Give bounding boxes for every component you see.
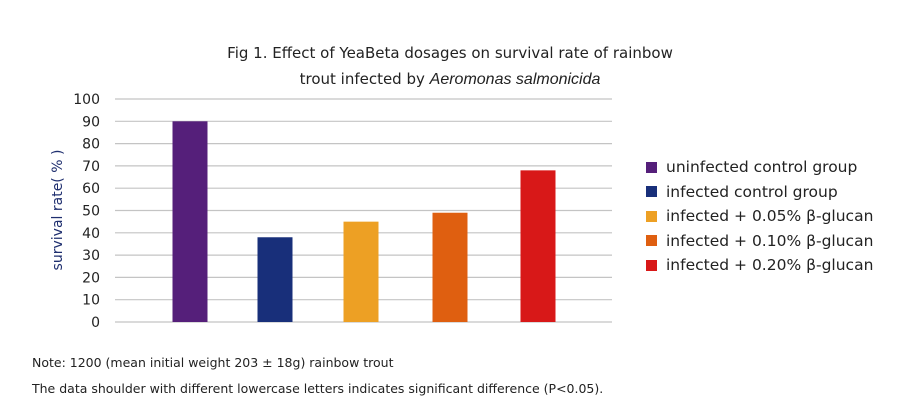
y-tick-label: 100 — [73, 92, 100, 108]
chart-title-line1: Fig 1. Effect of YeaBeta dosages on surv… — [227, 44, 673, 62]
legend-item: infected + 0.10% β-glucan — [646, 229, 873, 254]
legend-swatch — [646, 210, 657, 222]
y-tick-label: 90 — [82, 114, 100, 130]
y-tick-label: 40 — [82, 226, 100, 242]
y-tick-label: 20 — [82, 270, 100, 286]
legend-swatch — [646, 186, 657, 198]
legend-label: infected control group — [666, 182, 838, 201]
legend-label: infected + 0.20% β-glucan — [666, 256, 874, 275]
y-tick-label: 30 — [82, 248, 100, 264]
legend-swatch — [646, 259, 657, 271]
title-prefix: trout infected by — [299, 70, 430, 88]
legend: uninfected control group infected control… — [646, 155, 873, 278]
bar — [172, 121, 208, 322]
note-1: Note: 1200 (mean initial weight 203 ± 18… — [32, 355, 394, 370]
legend-item: uninfected control group — [646, 155, 873, 180]
y-tick-label: 80 — [82, 137, 100, 153]
y-tick-label: 70 — [82, 159, 100, 175]
chart-title-line2: trout infected by Aeromonas salmonicida — [0, 70, 900, 89]
y-tick-label: 0 — [91, 315, 100, 331]
legend-item: infected + 0.20% β-glucan — [646, 253, 873, 278]
legend-swatch — [646, 235, 657, 247]
bar — [343, 221, 379, 322]
legend-item: infected control group — [646, 180, 873, 205]
bar — [520, 170, 556, 322]
bar — [257, 237, 293, 322]
legend-label: infected + 0.10% β-glucan — [666, 231, 874, 250]
bar — [432, 212, 468, 322]
y-axis-label: survival rate( % ) — [50, 150, 66, 271]
title-italic: Aeromonas salmonicida — [429, 71, 601, 88]
y-tick-label: 10 — [82, 293, 100, 309]
y-tick-label: 50 — [82, 204, 100, 220]
note-2: The data shoulder with different lowerca… — [32, 381, 604, 396]
legend-label: uninfected control group — [666, 158, 858, 177]
legend-swatch — [646, 161, 657, 173]
y-tick-label: 60 — [82, 181, 100, 197]
legend-item: infected + 0.05% β-glucan — [646, 204, 873, 229]
legend-label: infected + 0.05% β-glucan — [666, 207, 874, 226]
